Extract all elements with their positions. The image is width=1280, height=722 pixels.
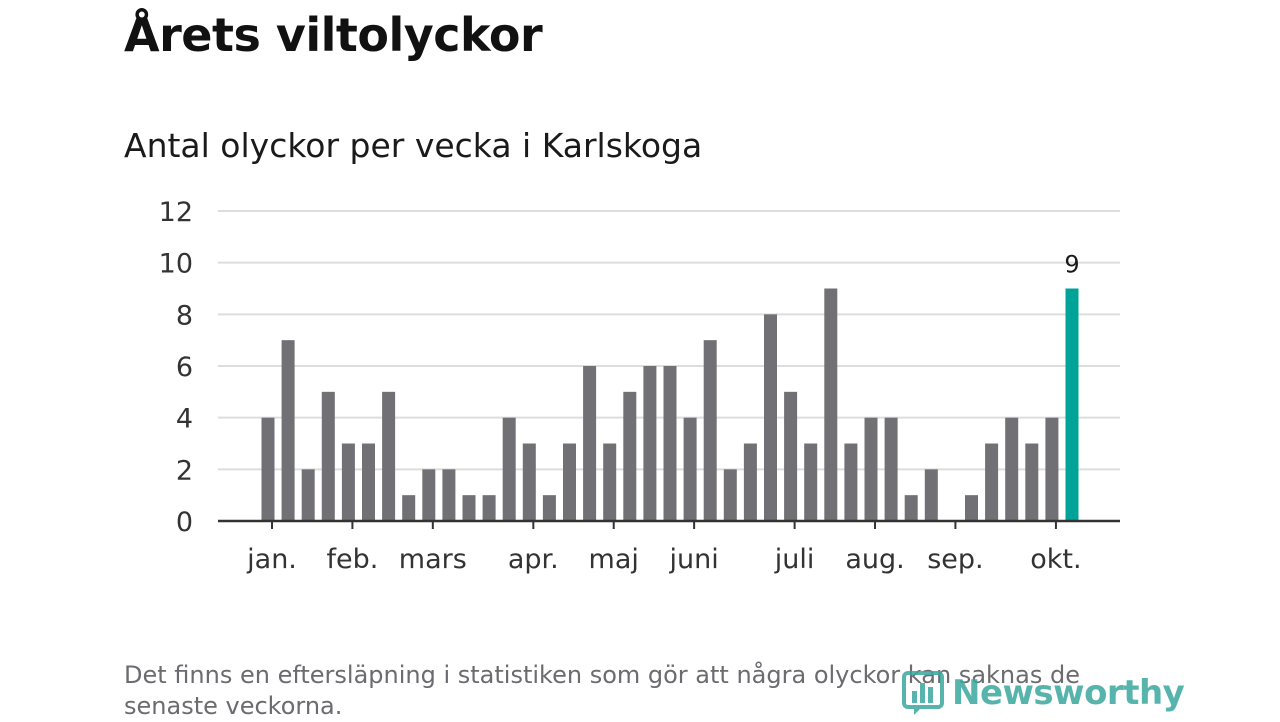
bar xyxy=(764,314,777,521)
newsworthy-logo-icon xyxy=(902,671,944,715)
bar xyxy=(362,443,375,521)
bar xyxy=(301,469,315,521)
bar xyxy=(703,340,717,521)
bar xyxy=(904,495,918,521)
bar xyxy=(402,495,416,521)
bar xyxy=(824,288,838,521)
annotations: 9 xyxy=(1064,251,1079,279)
chart-subtitle: Antal olyckor per vecka i Karlskoga xyxy=(124,126,703,165)
bar xyxy=(1005,417,1019,521)
bar xyxy=(522,443,536,521)
bar xyxy=(985,443,999,521)
bar-highlight xyxy=(1065,288,1079,521)
bar xyxy=(1025,443,1039,521)
bar xyxy=(462,495,476,521)
highlight-value-label: 9 xyxy=(1064,251,1079,279)
bar xyxy=(382,391,396,521)
x-tick-label: apr. xyxy=(508,544,559,575)
bar xyxy=(965,495,978,521)
x-tick-label: okt. xyxy=(1030,544,1081,575)
bar xyxy=(924,469,938,521)
bar xyxy=(864,417,878,521)
y-tick-label: 10 xyxy=(159,249,193,280)
x-tick-label: maj xyxy=(589,544,639,575)
bar xyxy=(784,391,798,521)
x-tick-label: juni xyxy=(669,544,719,575)
bar xyxy=(281,340,295,521)
bar xyxy=(442,469,456,521)
bar xyxy=(542,495,556,521)
y-tick-label: 8 xyxy=(176,300,193,331)
y-tick-label: 4 xyxy=(176,404,193,435)
y-tick-label: 6 xyxy=(176,352,193,383)
x-tick-label: aug. xyxy=(845,544,904,575)
bar xyxy=(884,417,898,521)
bar xyxy=(723,469,737,521)
bar xyxy=(743,443,757,521)
bar xyxy=(563,443,576,521)
bar xyxy=(422,469,436,521)
y-tick-label: 0 xyxy=(176,507,193,538)
bar xyxy=(1045,417,1059,521)
x-tick-label: sep. xyxy=(927,544,983,575)
bar-chart: 0 2 4 6 8 10 12 jan. feb. mars apr. maj juni juli aug… xyxy=(159,197,1120,575)
y-tick-label: 2 xyxy=(176,455,193,486)
newsworthy-logo: Newsworthy xyxy=(902,668,1185,718)
bar xyxy=(663,366,677,521)
y-tick-labels: 0 2 4 6 8 10 12 xyxy=(159,197,193,538)
bar xyxy=(603,443,617,521)
bar xyxy=(683,417,697,521)
x-tick-label: feb. xyxy=(326,544,378,575)
bar xyxy=(844,443,858,521)
bar xyxy=(482,495,496,521)
bar xyxy=(261,417,275,521)
x-tick-label: mars xyxy=(399,544,467,575)
x-tick-label: juli xyxy=(774,544,815,575)
x-axis: jan. feb. mars apr. maj juni juli aug. sep. okt. xyxy=(218,519,1120,575)
bar xyxy=(341,443,355,521)
chart-title: Årets viltolyckor xyxy=(124,8,543,62)
bar xyxy=(583,366,597,521)
bar xyxy=(643,366,657,521)
bar xyxy=(804,443,818,521)
y-tick-label: 12 xyxy=(159,197,193,228)
x-tick-label: jan. xyxy=(246,544,297,575)
newsworthy-logo-text: Newsworthy xyxy=(952,673,1185,713)
bar xyxy=(502,417,516,521)
bars xyxy=(261,288,1079,521)
bar xyxy=(623,391,637,521)
bar xyxy=(321,391,335,521)
